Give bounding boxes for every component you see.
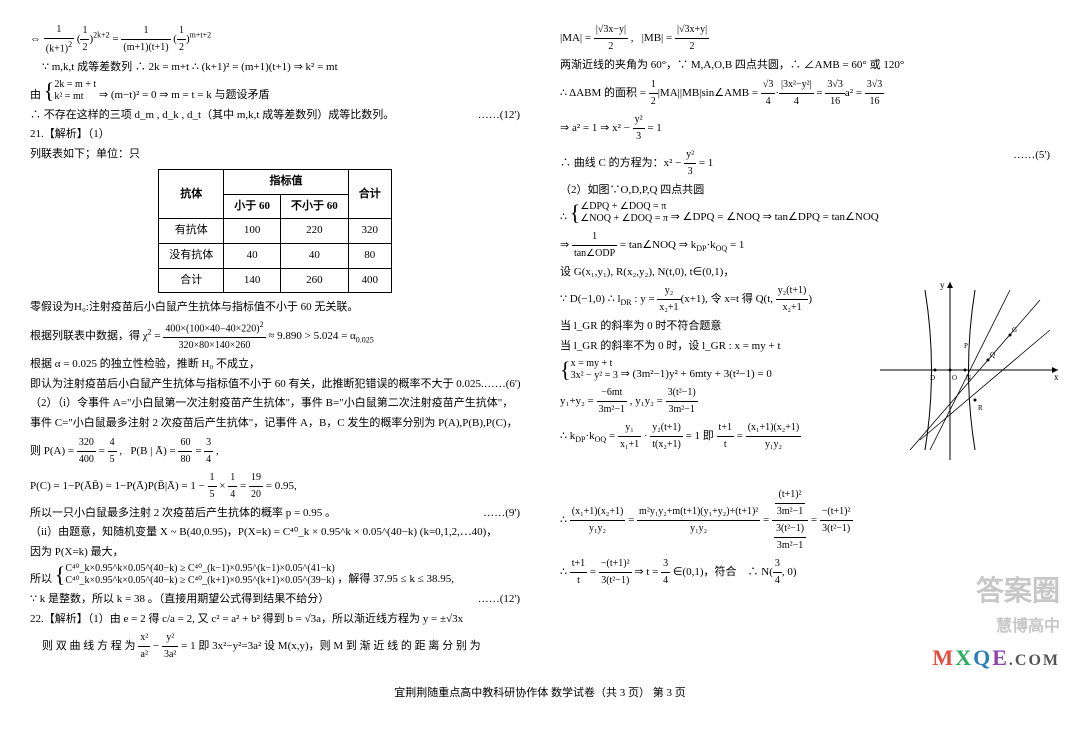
svg-text:O: O <box>952 374 957 382</box>
problem-header: 22.【解析】（1）由 e = 2 得 c/a = 2, 又 c² = a² +… <box>30 611 520 629</box>
svg-text:y: y <box>940 280 945 290</box>
svg-text:D: D <box>930 374 935 382</box>
text-line: （2）（i）令事件 A="小白鼠第一次注射疫苗产生抗体"，事件 B="小白鼠第二… <box>30 395 520 413</box>
text-line: 列联表如下；单位：只 <box>30 146 520 164</box>
eq-line: |MA| = |√3x−y|2 , |MB| = |√3x+y|2 <box>560 22 1050 55</box>
eq-line: P(C) = 1−P(ĀB̄) = 1−P(Ā)P(B̄|Ā) = 1 − 15… <box>30 470 520 503</box>
problem-header: 21.【解析】（1） <box>30 126 520 144</box>
eq-line: ∴ ΔABM 的面积 = 12|MA||MB|sin∠AMB = √34·|3x… <box>560 77 1050 110</box>
watermark: 答案圈 慧博高中 MXQE.COM <box>932 570 1060 676</box>
svg-text:x: x <box>1054 372 1059 382</box>
eq-line: ⇒ a² = 1 ⇒ x² − y²3 = 1 <box>560 112 1050 145</box>
text-line: 零假设为H₀:注射疫苗后小白鼠产生抗体与指标值不小于 60 无关联。 <box>30 299 520 317</box>
score: ……(12') <box>478 591 520 609</box>
text-line: 根据 α = 0.025 的独立性检验，推断 H₀ 不成立， <box>30 356 520 374</box>
eq-line: 根据列联表中数据，得 χ2 = 400×(100×40−40×220)2320×… <box>30 319 520 354</box>
svg-text:G: G <box>1012 326 1017 334</box>
svg-text:N: N <box>966 374 971 382</box>
brace-line: ∴ { ∠DPQ + ∠DOQ = π ∠NOQ + ∠DOQ = π ⇒ ∠D… <box>560 201 1050 227</box>
brace-line: 由 { 2k = m + t k² = mt ⇒ (m−t)² = 0 ⇒ m … <box>30 79 520 105</box>
text-line: 事件 C="小白鼠最多注射 2 次疫苗后产生抗体"，记事件 A，B，C 发生的概… <box>30 415 520 433</box>
brace-line: 所以 { C⁴⁰_k×0.95^k×0.05^(40−k) ≥ C⁴⁰_(k−1… <box>30 563 520 589</box>
eq-line: 则 P(A) = 320400 = 45 , P(B | Ā) = 6080 =… <box>30 435 520 468</box>
eq-line: ⇔ 1(k+1)2 (12)2k+2 = 1(m+1)(t+1) (12)m+t… <box>30 22 520 57</box>
svg-text:Q: Q <box>990 351 995 359</box>
text-line: 设 G(x₁,y₁), R(x₂,y₂), N(t,0), t∈(0,1)， <box>560 264 1050 282</box>
eq-line: ∴ 曲线 C 的方程为：x² − y²3 = 1 ……(5') <box>560 147 1050 180</box>
score: ……(5') <box>1013 147 1050 165</box>
page-footer: 宜荆荆随重点高中教科研协作体 数学试卷（共 3 页） 第 3 页 <box>30 685 1050 703</box>
text-line: （2）如图∵O,D,P,Q 四点共圆 <box>560 182 1050 200</box>
eq-line: ⇒ 1tan∠ODP = tan∠NOQ ⇒ kDP·kOQ = 1 <box>560 229 1050 262</box>
text-line: 两渐近线的夹角为 60°，∵ M,A,O,B 四点共圆，∴ ∠AMB = 60°… <box>560 57 1050 75</box>
score: ……(12') <box>478 107 520 125</box>
text-line: 所以一只小白鼠最多注射 2 次疫苗后产生抗体的概率 p = 0.95 。……(9… <box>30 505 520 523</box>
contingency-table: 抗体 指标值 合计 小于 60 不小于 60 有抗体100220320 没有抗体… <box>158 169 392 293</box>
text-line: 即认为注射疫苗后小白鼠产生抗体与指标值不小于 60 有关，此推断犯错误的概率不大… <box>30 376 520 394</box>
text-line: （ii）由题意，知随机变量 X ~ B(40,0.95)，P(X=k) = C⁴… <box>30 524 520 542</box>
eq-line: 则 双 曲 线 方 程 为 x²a² − y²3a² = 1 即 3x²−y²=… <box>30 630 520 663</box>
eq-line: ∴ (x₁+1)(x₂+1)y₁y₂ = m²y₁y₂+m(t+1)(y₁+y₂… <box>560 487 1050 554</box>
text-line: 因为 P(X=k) 最大， <box>30 544 520 562</box>
text-line: ∴ 不存在这样的三项 d_m , d_k , d_t（其中 m,k,t 成等差数… <box>30 107 520 125</box>
score: ……(9') <box>483 505 520 523</box>
hyperbola-graph: x y O D N Q <box>880 280 1060 460</box>
svg-text:R: R <box>978 404 983 412</box>
text-line: ∵ m,k,t 成等差数列 ∴ 2k = m+t ∴ (k+1)² = (m+1… <box>30 59 520 77</box>
svg-text:P: P <box>964 342 968 350</box>
text-line: ∵ k 是整数，所以 k = 38 。（直接用期望公式得到结果不给分）……(12… <box>30 591 520 609</box>
